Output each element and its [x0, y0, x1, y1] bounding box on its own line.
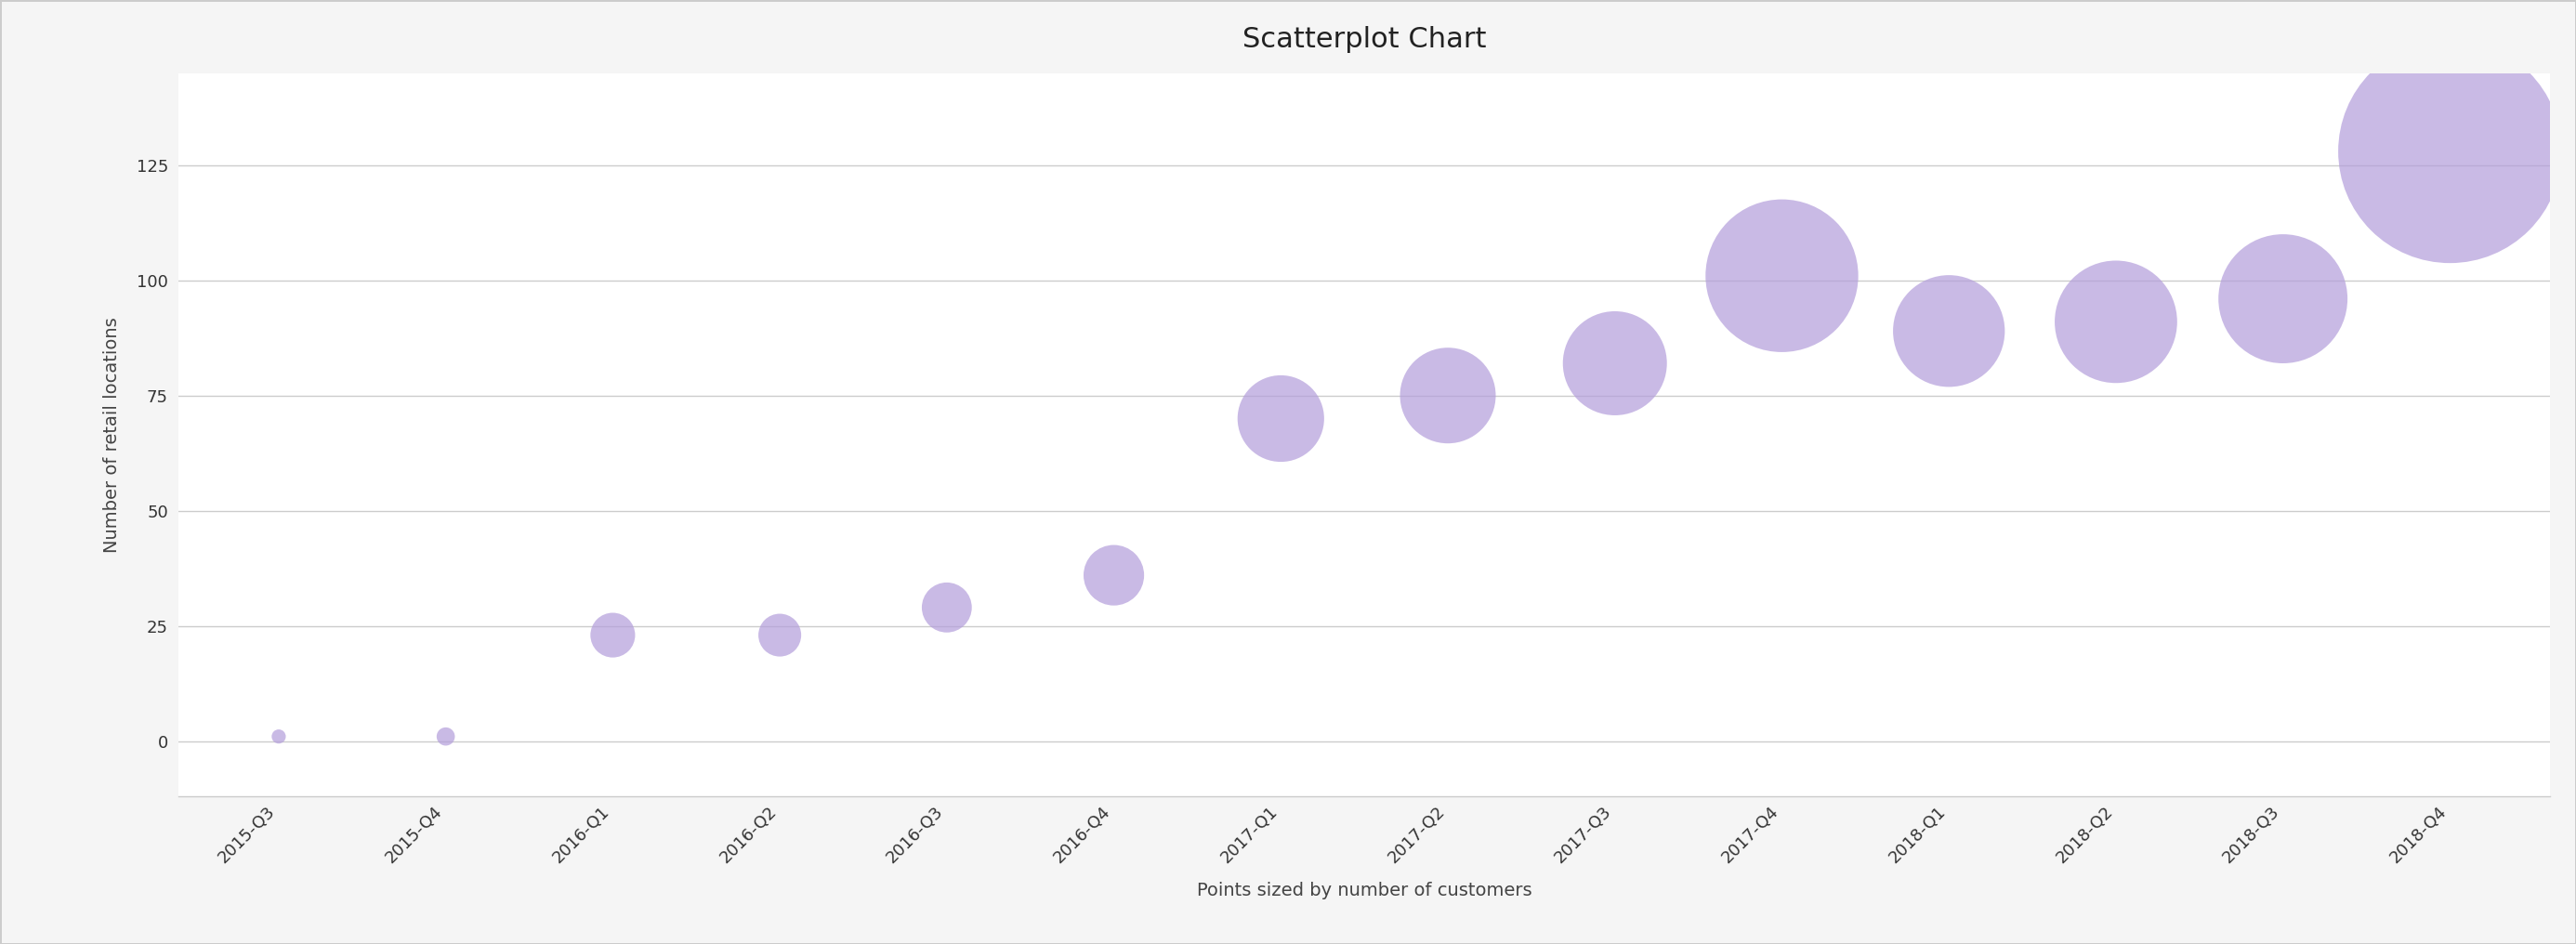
Point [1260, 411, 1301, 426]
Point [1929, 324, 1971, 339]
Point [2262, 291, 2303, 306]
Point [592, 628, 634, 643]
Point [760, 628, 801, 643]
Point [425, 729, 466, 744]
Point [1092, 567, 1133, 582]
Title: Scatterplot Chart: Scatterplot Chart [1242, 25, 1486, 53]
Point [2429, 143, 2470, 159]
Point [258, 729, 299, 744]
Point [1427, 388, 1468, 403]
Point [1762, 268, 1803, 283]
Point [1595, 356, 1636, 371]
Y-axis label: Number of retail locations: Number of retail locations [103, 317, 121, 552]
X-axis label: Points sized by number of customers: Points sized by number of customers [1198, 882, 1533, 900]
Point [927, 600, 969, 615]
Point [2094, 314, 2136, 329]
